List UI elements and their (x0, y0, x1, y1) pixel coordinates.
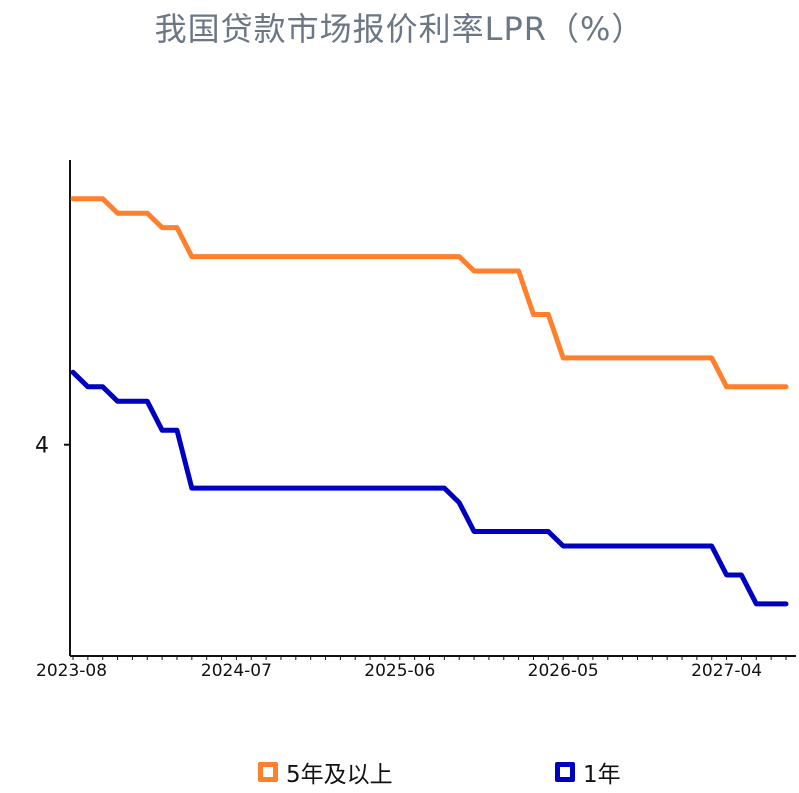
legend-item-five-year[interactable]: 5年及以上 (258, 755, 393, 789)
legend-swatch-five-year (258, 762, 278, 782)
series-line-one-year (70, 369, 789, 607)
x-ticks: 2023-08 2024-07 2025-06 2026-05 2027-04 (36, 656, 787, 681)
line-chart: 2023-08 2024-07 2025-06 2026-05 2027-04 4 (35, 160, 796, 681)
y-ticks: 4 (35, 434, 70, 459)
series-lines (70, 196, 789, 607)
legend-item-one-year[interactable]: 1年 (555, 755, 621, 789)
x-tick-label: 2024-07 (201, 661, 272, 681)
x-tick-label: 2026-05 (528, 661, 599, 681)
x-tick-label: 2025-06 (364, 661, 435, 681)
legend-label-five-year: 5年及以上 (286, 762, 393, 788)
legend: 5年及以上 1年 (0, 755, 799, 791)
legend-swatch-one-year (555, 762, 575, 782)
axes (69, 160, 796, 657)
series-line-five-year (70, 196, 789, 390)
chart-title: 我国贷款市场报价利率LPR（%） (154, 10, 645, 48)
x-tick-label: 2023-08 (36, 661, 107, 681)
legend-label-one-year: 1年 (583, 762, 621, 788)
y-tick-label: 4 (35, 434, 49, 459)
x-tick-label: 2027-04 (691, 661, 762, 681)
